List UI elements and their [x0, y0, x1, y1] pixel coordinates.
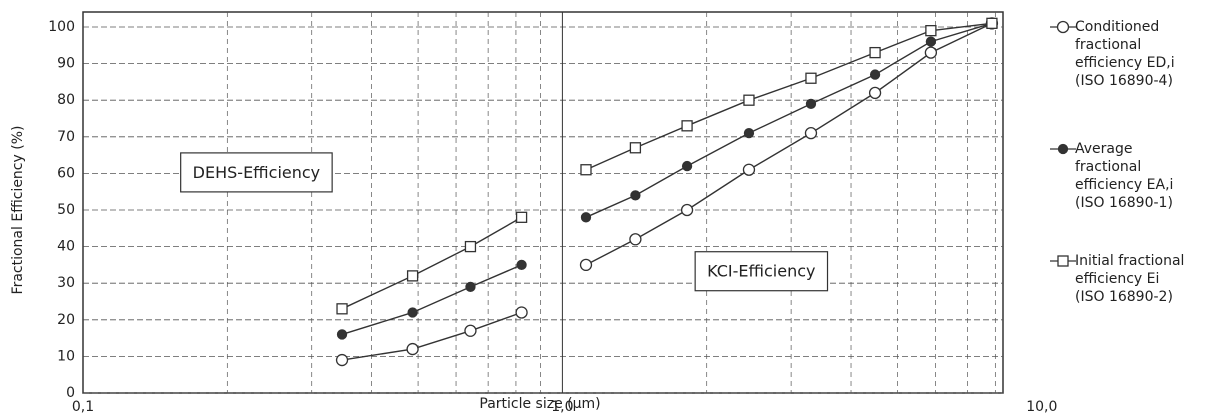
- annotation-box: [694, 251, 829, 292]
- marker: [924, 46, 938, 59]
- marker: [743, 94, 755, 106]
- marker: [743, 127, 755, 139]
- legend-icon: [1050, 255, 1076, 267]
- y-axis-label: Fractional Efficiency (%): [10, 126, 26, 295]
- marker: [986, 17, 998, 29]
- legend-icon: [1050, 20, 1076, 34]
- marker: [804, 126, 818, 140]
- y-tick-label: 20: [57, 312, 75, 328]
- legend-label: Conditioned fractional efficiency ED,i (…: [1075, 19, 1175, 89]
- marker: [869, 69, 881, 80]
- plot-frame: [82, 11, 1004, 394]
- x-axis-label: Particle size (µm): [479, 396, 600, 412]
- y-tick-label: 60: [57, 165, 75, 181]
- legend-label: Average fractional efficiency EA,i (ISO …: [1075, 141, 1174, 211]
- marker: [406, 270, 419, 282]
- marker: [681, 160, 693, 172]
- y-tick-label: 50: [57, 202, 75, 218]
- marker: [406, 342, 419, 356]
- legend-marker: [1057, 255, 1069, 267]
- marker: [805, 72, 817, 84]
- marker: [869, 46, 881, 59]
- marker: [742, 163, 756, 176]
- x-tick-label: 1,0: [551, 399, 573, 414]
- x-tick-label: 0,1: [72, 399, 94, 414]
- marker: [465, 281, 476, 293]
- legend-entry: Initial fractional efficiency Ei (ISO 16…: [1050, 252, 1225, 306]
- marker: [336, 329, 348, 340]
- marker: [580, 212, 592, 223]
- marker: [335, 353, 349, 367]
- x-tick-label: 10,0: [1026, 399, 1057, 414]
- legend-entry: Conditioned fractional efficiency ED,i (…: [1050, 18, 1225, 90]
- marker: [805, 98, 817, 110]
- marker: [336, 303, 348, 315]
- y-tick-label: 40: [57, 239, 75, 255]
- marker: [629, 233, 642, 246]
- y-tick-label: 0: [66, 385, 75, 401]
- y-tick-label: 10: [57, 348, 75, 364]
- marker: [515, 306, 528, 319]
- legend-entry: Average fractional efficiency EA,i (ISO …: [1050, 140, 1225, 212]
- series-line: [341, 22, 993, 361]
- series-line: [341, 22, 993, 336]
- y-tick-label: 70: [57, 129, 75, 145]
- marker: [516, 259, 527, 271]
- annotation: DEHS-Efficiency: [193, 163, 320, 182]
- y-tick-label: 90: [57, 56, 75, 72]
- marker: [515, 211, 528, 223]
- marker: [681, 120, 693, 132]
- legend-marker: [1056, 20, 1070, 34]
- annotation-box: [180, 152, 333, 193]
- marker: [868, 86, 882, 100]
- marker: [580, 164, 592, 176]
- y-tick-label: 80: [57, 92, 75, 108]
- legend-icon: [1050, 143, 1076, 155]
- marker: [630, 190, 641, 201]
- annotation: KCI-Efficiency: [707, 262, 815, 281]
- series-line: [341, 22, 993, 310]
- legend-marker: [1057, 143, 1069, 155]
- marker: [925, 25, 937, 37]
- marker: [464, 324, 477, 337]
- marker: [464, 240, 477, 253]
- marker: [407, 307, 418, 318]
- marker: [629, 142, 642, 154]
- marker: [925, 36, 937, 47]
- y-tick-label: 100: [48, 19, 75, 35]
- legend-label: Initial fractional efficiency Ei (ISO 16…: [1075, 253, 1185, 305]
- marker: [680, 203, 694, 217]
- marker: [579, 258, 593, 272]
- y-tick-label: 30: [57, 275, 75, 291]
